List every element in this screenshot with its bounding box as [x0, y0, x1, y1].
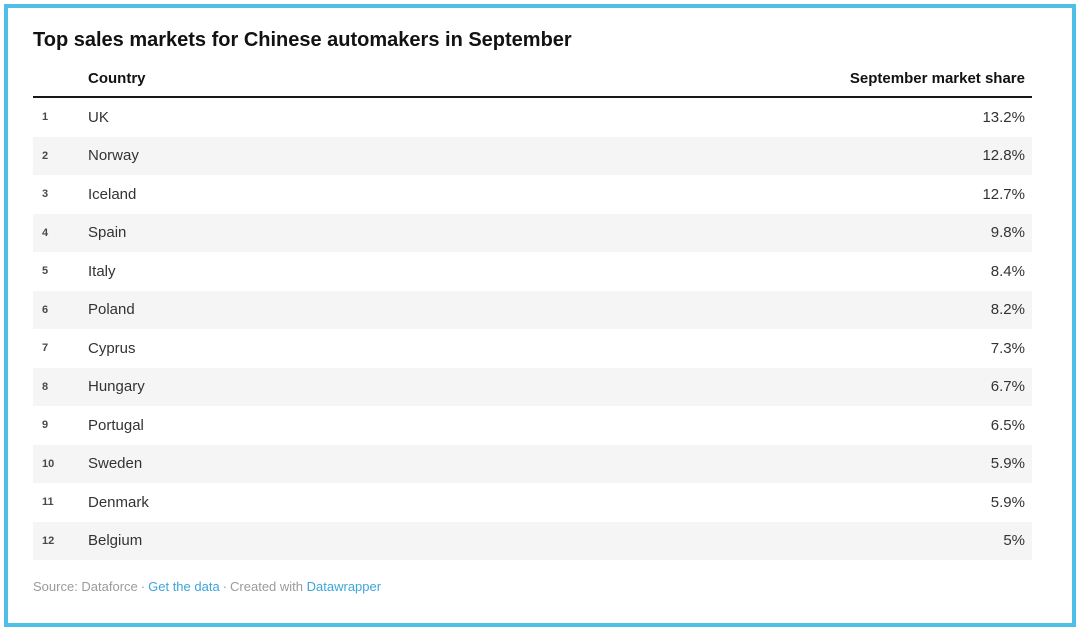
row-rank: 8: [42, 380, 49, 393]
row-share: 5%: [1003, 532, 1025, 550]
row-country: Norway: [88, 147, 139, 165]
row-rank: 7: [42, 342, 49, 355]
row-country: Spain: [88, 224, 127, 242]
datawrapper-link[interactable]: Datawrapper: [306, 579, 382, 594]
row-share: 8.2%: [990, 301, 1025, 319]
row-share: 12.8%: [982, 147, 1025, 165]
table-row: 11 Denmark 5.9%: [33, 483, 1032, 522]
table-row: 3 Iceland 12.7%: [33, 175, 1032, 214]
row-share: 8.4%: [990, 262, 1025, 280]
row-rank: 1: [42, 111, 49, 124]
table-row: 6 Poland 8.2%: [33, 290, 1032, 329]
row-rank: 11: [42, 496, 54, 509]
table-row: 12 Belgium 5%: [33, 521, 1032, 560]
footer-separator: ·: [140, 579, 146, 594]
get-the-data-link[interactable]: Get the data: [148, 579, 220, 594]
row-rank: 5: [42, 265, 49, 278]
row-rank: 4: [42, 226, 49, 239]
table-row: 2 Norway 12.8%: [33, 136, 1032, 175]
row-country: Hungary: [88, 378, 145, 396]
row-share: 9.8%: [990, 224, 1025, 242]
row-share: 13.2%: [982, 108, 1025, 126]
row-country: Iceland: [88, 185, 137, 203]
chart-frame: Top sales markets for Chinese automakers…: [4, 4, 1076, 627]
row-rank: 2: [42, 149, 49, 162]
row-share: 7.3%: [990, 339, 1025, 357]
row-share: 6.7%: [990, 378, 1025, 396]
row-share: 5.9%: [990, 493, 1025, 511]
table-row: 5 Italy 8.4%: [33, 252, 1032, 291]
chart-content: Top sales markets for Chinese automakers…: [8, 8, 1072, 594]
table-row: 10 Sweden 5.9%: [33, 444, 1032, 483]
footer-separator: ·: [222, 579, 228, 594]
table-row: 8 Hungary 6.7%: [33, 367, 1032, 406]
row-country: Cyprus: [88, 339, 136, 357]
market-share-table: Country September market share 1 UK 13.2…: [33, 53, 1032, 560]
table-row: 1 UK 13.2%: [33, 98, 1032, 137]
row-share: 5.9%: [990, 455, 1025, 473]
footer-source-text: Source: Dataforce: [33, 579, 138, 594]
row-country: Italy: [88, 262, 116, 280]
row-rank: 12: [42, 534, 55, 547]
table-row: 7 Cyprus 7.3%: [33, 329, 1032, 368]
row-rank: 3: [42, 188, 49, 201]
table-body: 1 UK 13.2% 2 Norway 12.8% 3 Iceland 12.7…: [33, 98, 1032, 560]
table-row: 4 Spain 9.8%: [33, 213, 1032, 252]
footer: Source: Dataforce · Get the data · Created w…: [33, 579, 1032, 594]
row-rank: 9: [42, 419, 49, 432]
footer-created-with-text: Created with: [230, 579, 304, 594]
row-country: UK: [88, 108, 109, 126]
table-row: 9 Portugal 6.5%: [33, 406, 1032, 445]
page-title: Top sales markets for Chinese automakers…: [33, 29, 572, 51]
row-country: Portugal: [88, 416, 144, 434]
row-share: 6.5%: [990, 416, 1025, 434]
row-country: Denmark: [88, 493, 149, 511]
table-header-row: Country September market share: [33, 53, 1032, 98]
column-header-share: September market share: [849, 70, 1025, 87]
row-rank: 10: [42, 457, 55, 470]
row-rank: 6: [42, 303, 49, 316]
row-country: Belgium: [88, 532, 143, 550]
row-country: Poland: [88, 301, 135, 319]
column-header-country: Country: [88, 70, 146, 87]
row-country: Sweden: [88, 455, 143, 473]
row-share: 12.7%: [982, 185, 1025, 203]
